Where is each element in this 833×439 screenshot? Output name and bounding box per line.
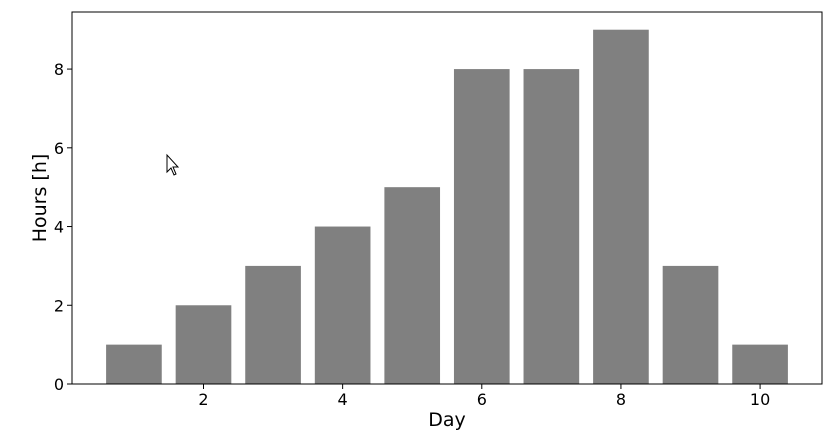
bar: [453, 69, 510, 384]
x-tick-label: 8: [616, 390, 626, 409]
y-tick-label: 4: [54, 218, 64, 237]
bar: [245, 265, 301, 384]
bar: [175, 305, 232, 384]
bar: [732, 344, 788, 384]
x-tick-label: 10: [750, 390, 770, 409]
x-tick-label: 6: [477, 390, 487, 409]
bar: [314, 226, 371, 384]
bar: [106, 344, 162, 384]
bar: [593, 29, 649, 384]
y-tick-label: 2: [54, 296, 64, 315]
mouse-cursor: [166, 153, 180, 176]
y-axis-label: Hours [h]: [29, 154, 51, 243]
y-tick-label: 8: [54, 60, 64, 79]
x-tick-label: 2: [198, 390, 208, 409]
x-axis-label: Day: [428, 409, 466, 431]
bar: [523, 69, 580, 384]
y-tick-label: 0: [54, 375, 64, 394]
plot-frame: [71, 11, 823, 385]
bar: [662, 265, 719, 384]
bar: [384, 187, 441, 384]
y-tick-label: 6: [54, 139, 64, 158]
x-tick-label: 4: [338, 390, 348, 409]
